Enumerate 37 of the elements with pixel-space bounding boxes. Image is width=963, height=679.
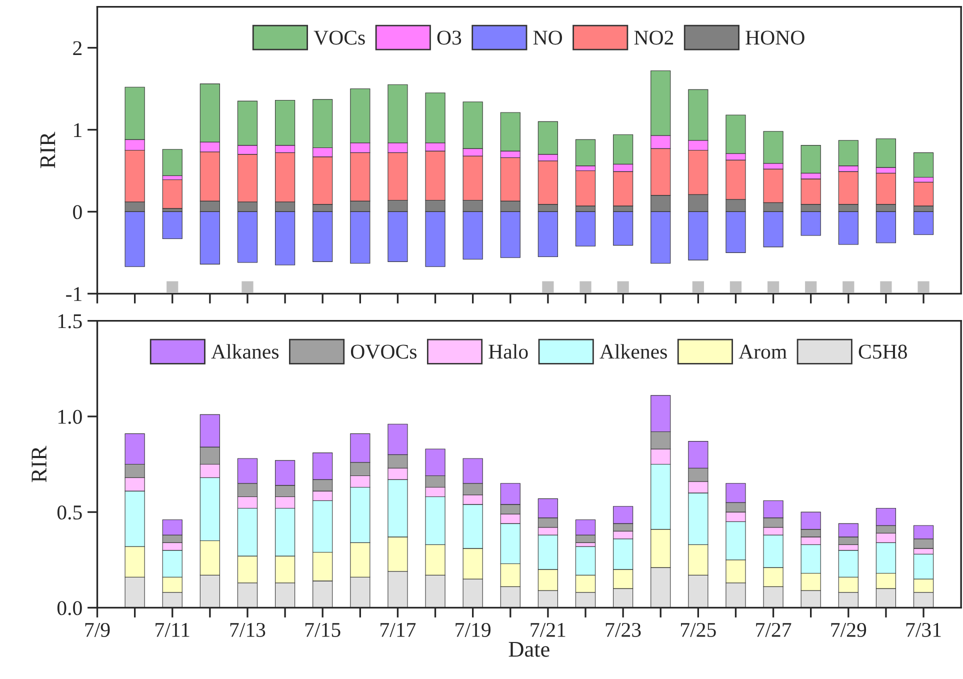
x-tick-label: 7/9: [85, 622, 110, 637]
legend-label: O3: [437, 30, 462, 45]
x-tick-label: 7/19: [456, 622, 490, 637]
y-tick-label: 0.0: [57, 601, 82, 616]
bar: [162, 149, 182, 176]
x-tick-label: 7/27: [756, 622, 792, 637]
legend-label: NO2: [634, 30, 674, 45]
legend-label: NO: [533, 30, 562, 45]
x-tick-label: 7/29: [831, 622, 866, 637]
y-tick-label: -1: [66, 287, 82, 301]
x-axis-title: Date: [508, 642, 550, 657]
legend-label: Alkanes: [211, 344, 279, 359]
x-tick-label: 7/25: [681, 622, 716, 637]
legend-label: VOCs: [314, 30, 365, 45]
x-tick-label: 7/23: [606, 622, 641, 637]
y-tick-label: 0: [73, 205, 82, 220]
x-tick-label: 7/17: [380, 622, 416, 637]
x-tick-label: 7/13: [230, 622, 266, 637]
legend-label: Halo: [488, 344, 528, 359]
y-tick-label: 2: [73, 41, 82, 55]
y-tick-label: 0.5: [57, 505, 82, 520]
legend-label: HONO: [746, 30, 804, 45]
legend-label: C5H8: [858, 344, 907, 359]
legend-label: Alkenes: [600, 344, 667, 359]
bar: [162, 179, 182, 209]
bar: [162, 211, 182, 240]
x-tick-label: 7/15: [305, 622, 340, 637]
y-tick-label: 1.0: [58, 410, 82, 424]
y-axis-title: RIR: [32, 446, 46, 482]
y-axis-title: RIR: [40, 132, 56, 168]
x-tick-label: 7/21: [530, 622, 566, 637]
y-tick-label: 1: [74, 123, 82, 137]
legend-label: Arom: [738, 344, 787, 359]
legend-label: OVOCs: [350, 344, 416, 359]
y-tick-label: 1.5: [58, 314, 82, 328]
x-tick-label: 7/31: [906, 622, 941, 637]
x-tick-label: 7/11: [156, 622, 190, 637]
